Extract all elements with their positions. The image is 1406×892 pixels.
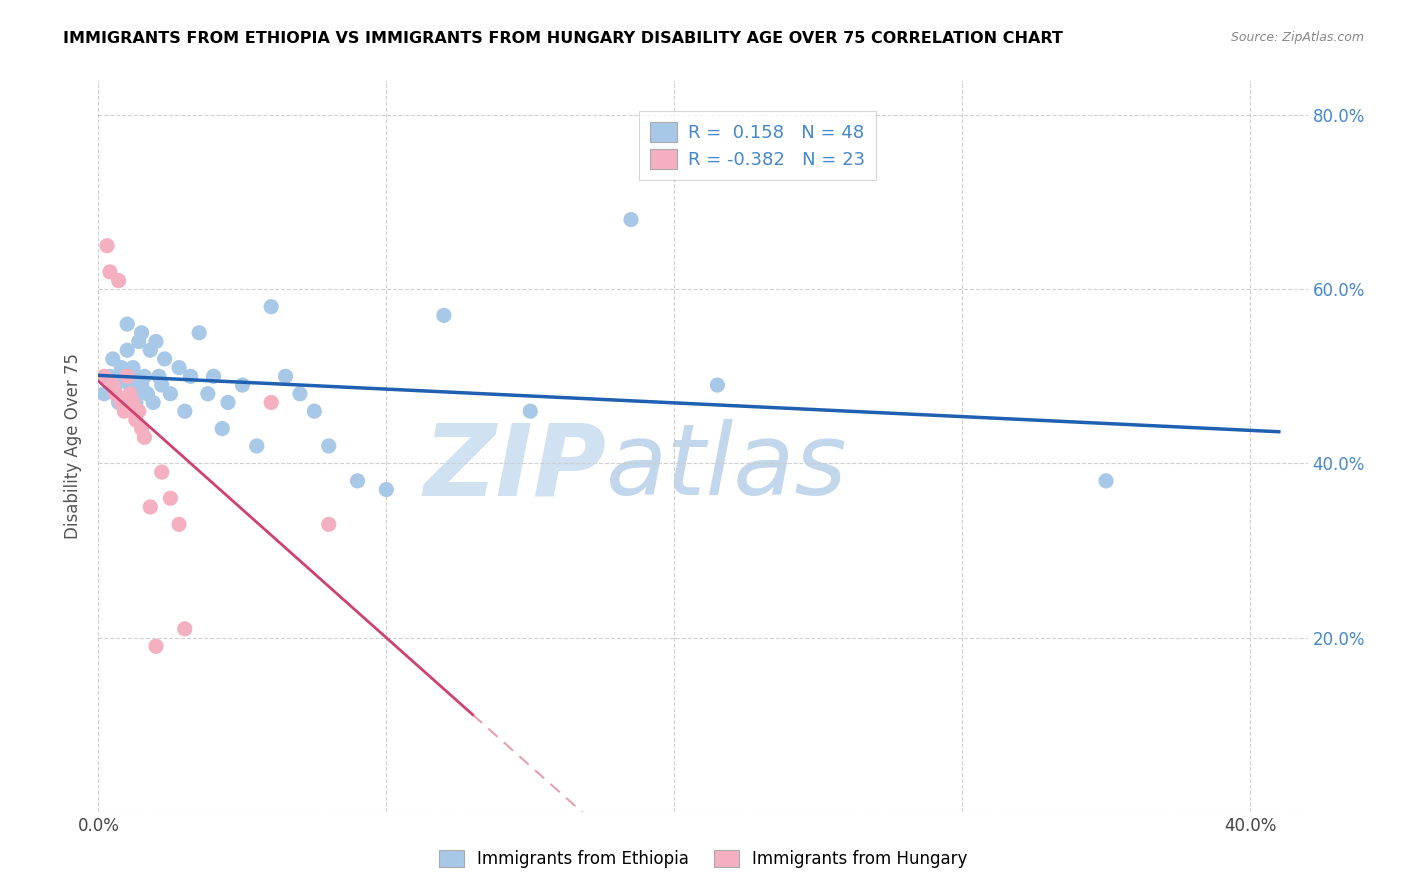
Point xyxy=(231,378,253,392)
Point xyxy=(167,360,190,375)
Point xyxy=(110,395,132,409)
Point xyxy=(188,326,211,340)
Point xyxy=(318,439,340,453)
Point xyxy=(128,334,150,349)
Point xyxy=(217,395,239,409)
Point xyxy=(125,413,148,427)
Point xyxy=(304,404,326,418)
Point xyxy=(246,439,269,453)
Point xyxy=(142,395,165,409)
Point xyxy=(122,360,145,375)
Point xyxy=(274,369,297,384)
Point xyxy=(122,395,145,409)
Point xyxy=(150,378,173,392)
Point xyxy=(120,378,142,392)
Point xyxy=(180,369,202,384)
Point xyxy=(173,622,195,636)
Point xyxy=(128,404,150,418)
Point xyxy=(122,386,145,401)
Point xyxy=(115,343,138,358)
Point xyxy=(197,386,219,401)
Point xyxy=(318,517,340,532)
Y-axis label: Disability Age Over 75: Disability Age Over 75 xyxy=(65,353,83,539)
Point xyxy=(107,274,129,288)
Point xyxy=(101,378,124,392)
Point xyxy=(110,360,132,375)
Point xyxy=(145,640,167,654)
Point xyxy=(150,465,173,479)
Text: IMMIGRANTS FROM ETHIOPIA VS IMMIGRANTS FROM HUNGARY DISABILITY AGE OVER 75 CORRE: IMMIGRANTS FROM ETHIOPIA VS IMMIGRANTS F… xyxy=(63,31,1063,46)
Point xyxy=(202,369,225,384)
Point xyxy=(148,369,170,384)
Point xyxy=(131,326,153,340)
Point xyxy=(112,404,135,418)
Point xyxy=(211,421,233,435)
Point xyxy=(107,395,129,409)
Point xyxy=(375,483,398,497)
Point xyxy=(260,395,283,409)
Text: ZIP: ZIP xyxy=(423,419,606,516)
Point xyxy=(139,500,162,514)
Point xyxy=(115,317,138,331)
Point xyxy=(93,386,115,401)
Point xyxy=(153,351,176,366)
Point xyxy=(136,386,159,401)
Point xyxy=(98,265,121,279)
Point xyxy=(120,386,142,401)
Point xyxy=(134,430,156,444)
Point xyxy=(145,334,167,349)
Point xyxy=(159,491,181,506)
Text: atlas: atlas xyxy=(606,419,848,516)
Point xyxy=(104,378,127,392)
Point xyxy=(101,351,124,366)
Legend: R =  0.158   N = 48, R = -0.382   N = 23: R = 0.158 N = 48, R = -0.382 N = 23 xyxy=(640,112,876,180)
Point xyxy=(1095,474,1118,488)
Point xyxy=(706,378,728,392)
Point xyxy=(159,386,181,401)
Point xyxy=(139,343,162,358)
Text: Source: ZipAtlas.com: Source: ZipAtlas.com xyxy=(1230,31,1364,45)
Point xyxy=(125,395,148,409)
Point xyxy=(519,404,541,418)
Point xyxy=(115,369,138,384)
Point xyxy=(112,369,135,384)
Point xyxy=(620,212,643,227)
Point xyxy=(98,369,121,384)
Point xyxy=(104,386,127,401)
Point xyxy=(260,300,283,314)
Point xyxy=(93,369,115,384)
Point xyxy=(167,517,190,532)
Legend: Immigrants from Ethiopia, Immigrants from Hungary: Immigrants from Ethiopia, Immigrants fro… xyxy=(432,843,974,875)
Point xyxy=(173,404,195,418)
Point xyxy=(346,474,368,488)
Point xyxy=(134,369,156,384)
Point xyxy=(125,369,148,384)
Point xyxy=(131,378,153,392)
Point xyxy=(288,386,311,401)
Point xyxy=(131,421,153,435)
Point xyxy=(96,238,118,252)
Point xyxy=(433,309,456,323)
